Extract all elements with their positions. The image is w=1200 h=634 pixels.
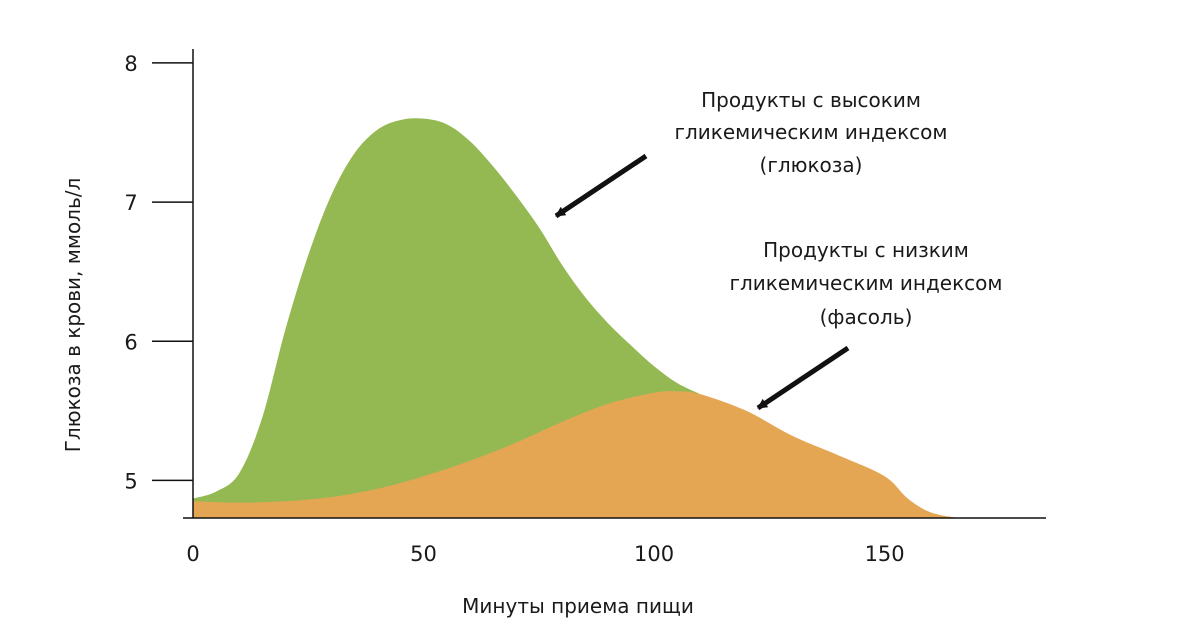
x-axis-title: Минуты приема пищи (462, 594, 694, 618)
high-gi-label-line-3: (глюкоза) (760, 153, 863, 177)
low-gi-label-line-3: (фасоль) (820, 305, 913, 329)
y-tick-label: 6 (124, 330, 137, 354)
low-gi-label-line-2: гликемическим индексом (729, 271, 1002, 295)
high-gi-arrow-icon (554, 153, 648, 219)
x-tick-label: 0 (186, 542, 199, 566)
low-gi-arrow-icon (756, 345, 850, 411)
y-tick-label: 8 (124, 52, 137, 76)
high-gi-label-line-2: гликемическим индексом (674, 120, 947, 144)
high-gi-label-line-1: Продукты с высоким (701, 88, 921, 112)
low-gi-label-line-1: Продукты с низким (763, 238, 969, 262)
y-tick-label: 7 (124, 191, 137, 215)
x-tick-label: 100 (634, 542, 674, 566)
low-gi-annotation: Продукты с низким гликемическим индексом… (729, 238, 1003, 411)
y-tick-label: 5 (124, 469, 137, 493)
x-tick-label: 150 (865, 542, 905, 566)
area-low-gi (193, 391, 959, 518)
x-tick-label: 50 (410, 542, 437, 566)
y-axis-title: Глюкоза в крови, ммоль/л (61, 178, 85, 453)
high-gi-annotation: Продукты с высоким гликемическим индексо… (554, 88, 948, 219)
